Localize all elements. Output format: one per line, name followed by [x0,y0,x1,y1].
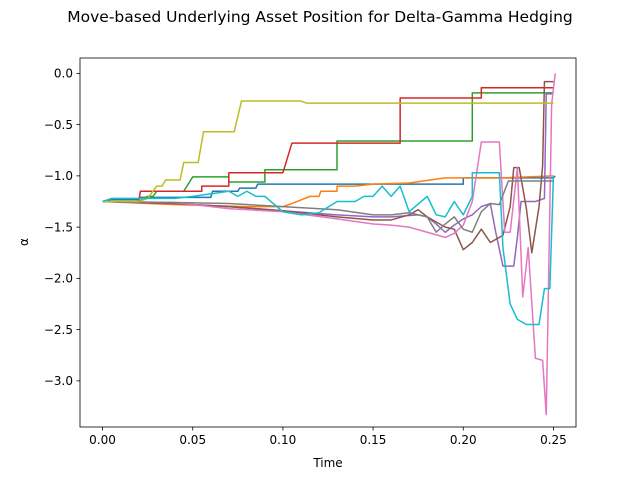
series-layer [102,73,557,416]
x-axis-label: Time [312,456,342,470]
y-tick-label: −1.5 [44,220,73,234]
y-tick-label: −3.0 [44,374,73,388]
plot-area [79,57,577,428]
y-tick-label: −0.5 [44,118,73,132]
x-tick-label: 0.05 [179,433,206,447]
x-axis: 0.00 0.05 0.10 0.15 0.20 0.25 [89,427,567,447]
x-tick-label: 0.15 [360,433,387,447]
x-tick-label: 0.25 [540,433,567,447]
y-tick-label: −1.0 [44,169,73,183]
series-line-8 [102,180,554,233]
x-tick-label: 0.10 [270,433,297,447]
y-tick-label: 0.0 [54,67,73,81]
plot-frame [79,57,577,428]
y-tick-label: −2.0 [44,272,73,286]
y-tick-label: −2.5 [44,323,73,337]
y-axis: 0.0 −0.5 −1.0 −1.5 −2.0 −2.5 −3.0 [44,67,80,388]
chart-title: Move-based Underlying Asset Position for… [67,8,572,26]
x-tick-label: 0.20 [450,433,477,447]
series-line-10 [102,172,555,326]
series-line-4 [102,86,554,203]
series-line-6 [102,80,554,254]
series-line-5 [102,93,554,267]
x-tick-label: 0.00 [89,433,116,447]
series-line-7 [102,73,557,416]
y-axis-label: α [17,238,31,246]
series-line-9 [102,100,554,203]
